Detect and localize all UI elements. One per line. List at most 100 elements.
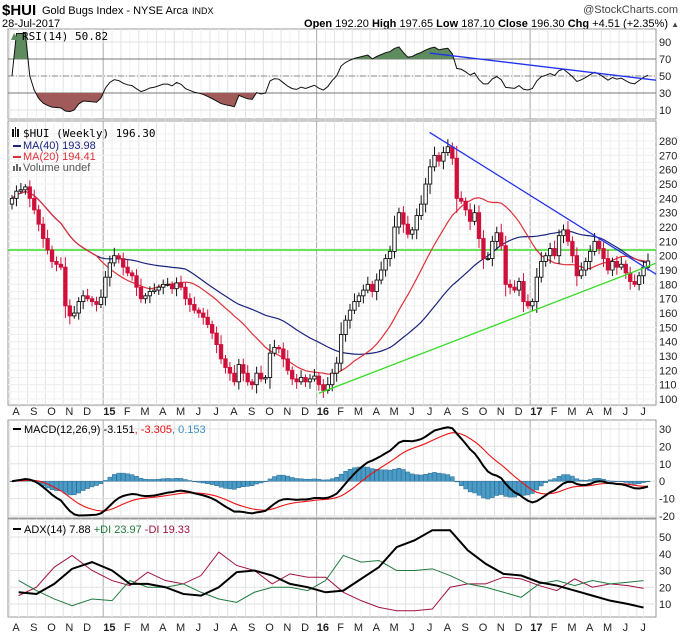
candle (605, 249, 611, 275)
candle-body (356, 295, 362, 303)
macd-histogram-bar (534, 480, 540, 491)
macd-histogram-bar (636, 480, 642, 484)
candle-body (516, 281, 522, 291)
price-axis-tick: 240 (659, 193, 677, 205)
candle (365, 276, 370, 294)
candle (472, 204, 477, 226)
candle-body (245, 372, 250, 383)
macd-histogram-bar (467, 480, 473, 493)
candle-body (490, 240, 495, 260)
macd-histogram-bar (627, 480, 633, 484)
candle (565, 221, 571, 246)
copyright-logo: @StockCharts.com (583, 4, 678, 16)
macd-histogram-bar (623, 480, 629, 483)
candle-body (165, 283, 170, 286)
candle-body (645, 260, 651, 268)
candle (94, 296, 99, 312)
macd-histogram-bar (254, 480, 259, 485)
macd-histogram-bar (338, 473, 344, 482)
marks-layer: 9070503010100110120130140150160170180190… (8, 33, 677, 634)
macd-histogram-bar (543, 480, 548, 483)
candle-body (183, 286, 188, 300)
macd-histogram-bar (592, 478, 597, 482)
candle (214, 326, 219, 354)
macd-histogram-bar (556, 476, 562, 482)
candle-body (285, 358, 290, 371)
candle-body (574, 255, 579, 277)
month-axis-label: 15 (103, 622, 115, 634)
candle-body (525, 301, 531, 307)
candle (121, 252, 126, 276)
candle-body (521, 281, 526, 303)
candle-body (530, 301, 535, 307)
macd-histogram-bar (481, 480, 486, 499)
candle-body (338, 334, 344, 364)
candle-body (494, 232, 499, 242)
candle (161, 279, 166, 295)
month-axis-label: M (354, 406, 363, 418)
candle-body (143, 295, 148, 300)
candle (374, 273, 379, 301)
candle-body (454, 157, 459, 199)
macd-histogram-bar (152, 479, 157, 482)
candle-body (334, 362, 339, 374)
candle (281, 342, 286, 368)
candle-body (32, 197, 37, 211)
macd-histogram-bar (98, 480, 104, 484)
macd-signal-line (11, 432, 649, 512)
candle (152, 283, 157, 294)
month-axis-label: A (159, 622, 167, 634)
macd-histogram-bar (498, 480, 504, 495)
candle-body (103, 276, 108, 298)
candle-body (281, 348, 286, 360)
candle (512, 280, 517, 293)
minus-di-line (18, 551, 644, 612)
candle (467, 203, 473, 231)
candle (205, 309, 210, 329)
month-axis-label: D (515, 622, 523, 634)
candle (18, 183, 24, 194)
macd-histogram-bar (285, 475, 290, 482)
candle-body (232, 372, 237, 383)
candle (352, 293, 357, 315)
candle (556, 229, 562, 265)
candle (85, 288, 90, 302)
candle (592, 232, 597, 256)
candle (263, 375, 268, 384)
blue-trendline (429, 131, 657, 275)
month-axis-label: A (586, 406, 594, 418)
price-axis-tick: 250 (659, 179, 677, 191)
candle-body (588, 250, 593, 262)
candle (570, 236, 575, 263)
month-axis-label: D (515, 406, 523, 418)
candle-body (330, 372, 335, 386)
month-axis-label: S (248, 406, 255, 418)
candle (40, 217, 46, 248)
macd-line (11, 426, 649, 517)
month-axis-label: D (83, 622, 91, 634)
candle (623, 260, 628, 279)
month-axis-label: S (30, 622, 37, 634)
month-axis-label: J (409, 406, 415, 418)
candle-body (410, 229, 415, 235)
candle-body (112, 255, 117, 264)
macd-histogram-bar (458, 480, 464, 486)
macd-histogram-bar (138, 477, 144, 482)
candle-body (476, 212, 482, 239)
month-axis-label: M (140, 622, 149, 634)
macd-histogram-bar (134, 475, 139, 482)
candle (356, 292, 362, 308)
macd-histogram-bar (298, 478, 304, 482)
candle-body (67, 305, 72, 317)
price-axis-tick: 230 (659, 208, 677, 220)
macd-histogram-bar (490, 480, 495, 498)
macd-histogram-bar (156, 478, 162, 482)
macd-histogram-bar (579, 479, 584, 482)
candle-body (427, 166, 433, 185)
month-axis-label: O (47, 406, 56, 418)
month-axis-label: D (301, 622, 309, 634)
quote-summary: Open 192.20 High 197.65 Low 187.10 Close… (304, 18, 668, 30)
candle (209, 320, 215, 340)
macd-histogram-bar (370, 468, 375, 482)
candle (156, 284, 161, 295)
